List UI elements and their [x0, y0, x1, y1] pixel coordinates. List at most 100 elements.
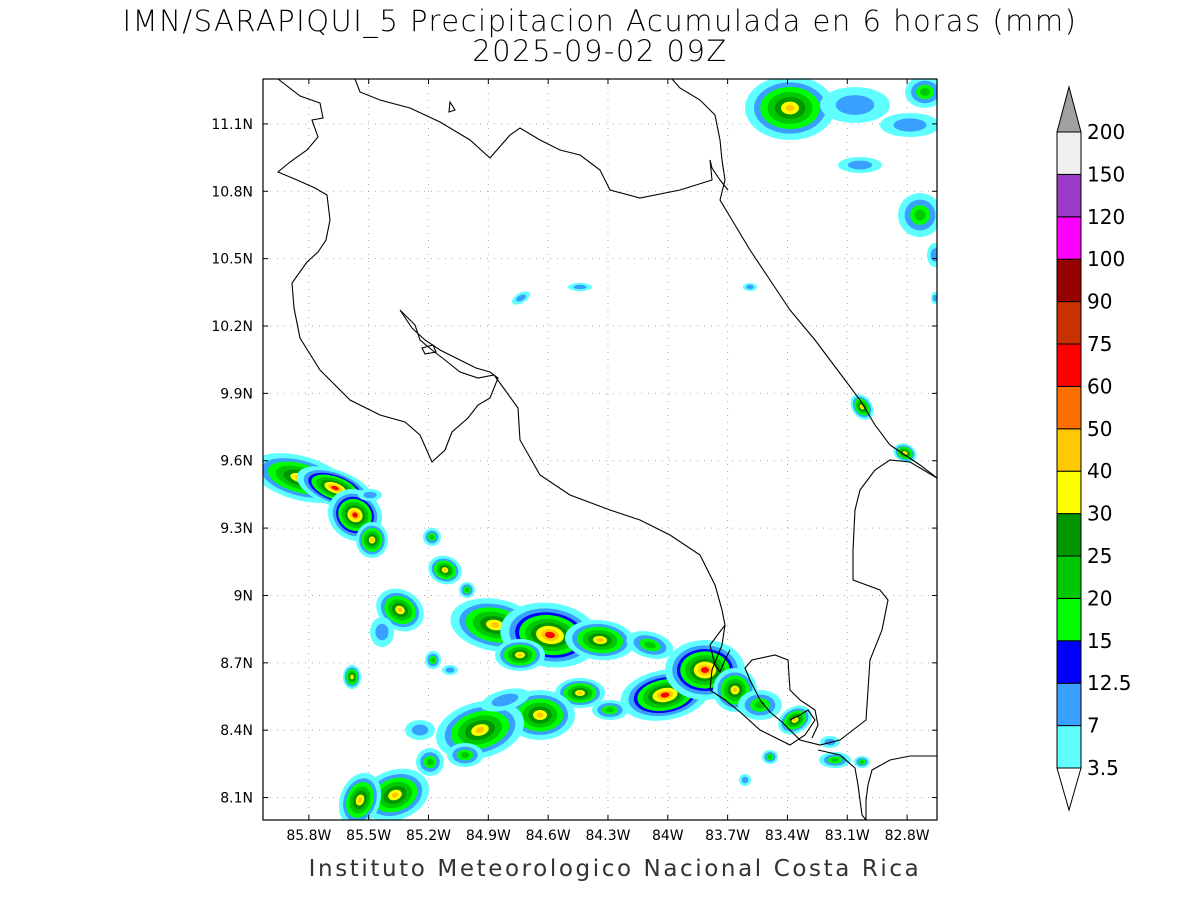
precip-cell: [835, 95, 875, 115]
colorbar-swatch: [1056, 301, 1082, 345]
colorbar-legend: 3.5 7 12.5 15 20 25 30 40 50 60 75 90 100 120 150 200: [1056, 85, 1132, 812]
colorbar-label: 50: [1087, 417, 1112, 441]
colorbar-label: 12.5: [1087, 671, 1132, 695]
colorbar-label: 30: [1087, 502, 1112, 526]
lat-tick-label: 9N: [234, 588, 253, 604]
lat-tick-label: 8.1N: [220, 791, 253, 807]
precip-cell: [375, 623, 389, 641]
precip-cell: [460, 752, 470, 758]
colorbar-swatch: [1056, 131, 1082, 175]
colorbar-swatch: [1056, 428, 1082, 472]
nicaragua-lake-coast: [276, 79, 731, 674]
colorbar-label: 60: [1087, 374, 1112, 398]
lon-tick-label: 84W: [652, 828, 684, 844]
lat-tick-label: 9.9N: [220, 386, 253, 402]
precip-cell: [475, 727, 485, 733]
colorbar-swatch: [1056, 513, 1082, 557]
precipitation-field: [263, 79, 937, 820]
precip-cell: [785, 104, 795, 112]
precip-cell: [644, 641, 656, 649]
precip-cell: [363, 491, 377, 499]
lon-tick-label: 84.3W: [585, 828, 630, 844]
precip-cell: [847, 160, 873, 170]
colorbar-over-triangle: [1056, 85, 1082, 133]
precip-cell: [352, 512, 358, 518]
precip-cell: [893, 118, 927, 132]
panama-border: [744, 459, 937, 746]
lon-tick-label: 83.4W: [765, 828, 810, 844]
lat-tick-label: 11.1N: [211, 117, 253, 133]
precip-cell: [545, 631, 555, 639]
precip-cell: [930, 248, 937, 262]
precip-cell: [370, 538, 374, 542]
colorbar-swatch: [1056, 385, 1082, 430]
plot-frame: [262, 78, 938, 821]
precip-cell: [411, 724, 429, 736]
colorbar-swatch: [1056, 343, 1082, 387]
precip-cell: [932, 294, 937, 302]
lat-tick-label: 10.8N: [211, 184, 253, 200]
precip-cell: [429, 534, 435, 540]
precip-cell: [860, 760, 864, 764]
lat-tick-label: 9.6N: [220, 454, 253, 470]
precip-cell: [860, 405, 864, 409]
colorbar-swatch: [1056, 640, 1082, 684]
lon-tick-label: 85.8W: [286, 828, 331, 844]
lon-tick-label: 83.7W: [705, 828, 750, 844]
colorbar-label: 100: [1087, 247, 1125, 271]
lon-tick-label: 83.1W: [825, 828, 870, 844]
precip-cell: [573, 284, 587, 290]
small-island: [448, 100, 456, 113]
precip-cell: [357, 797, 363, 803]
coastline-borders: [276, 79, 937, 820]
precip-cell: [732, 687, 738, 693]
map-title: IMN/SARAPIQUI_5 Precipitacion Acumulada …: [122, 4, 1078, 38]
precip-cell: [596, 637, 604, 643]
colorbar-swatch: [1056, 597, 1082, 642]
colorbar-under-triangle: [1056, 767, 1082, 812]
colorbar-label: 20: [1087, 586, 1112, 610]
lat-tick-label: 10.5N: [211, 252, 253, 268]
lat-tick-label: 8.7N: [220, 656, 253, 672]
colorbar-label: 40: [1087, 459, 1112, 483]
precip-cell: [490, 622, 500, 628]
colorbar-label: 25: [1087, 544, 1112, 568]
precip-cell: [351, 675, 353, 679]
lon-tick-label: 84.6W: [526, 828, 571, 844]
precip-cell: [768, 755, 772, 759]
precip-cell: [331, 485, 339, 491]
precip-cell: [491, 693, 519, 707]
precip-cell: [914, 209, 926, 221]
precip-cell: [426, 758, 434, 766]
colorbar-swatch: [1056, 173, 1082, 218]
precip-cell: [741, 776, 749, 784]
colorbar-label: 150: [1087, 162, 1125, 186]
map-subtitle-date: 2025-09-02 09Z: [472, 34, 728, 68]
axis-ticks: 85.8W 85.5W 85.2W 84.9W 84.6W 84.3W 84W 83.7W 83…: [211, 79, 937, 844]
lat-tick-label: 10.2N: [211, 319, 253, 335]
precip-cell: [577, 691, 583, 695]
colorbar-swatch: [1056, 555, 1082, 599]
precip-cell: [701, 667, 709, 673]
colorbar-label: 7: [1087, 714, 1100, 738]
colorbar-label: 15: [1087, 629, 1112, 653]
lon-tick-label: 85.5W: [346, 828, 391, 844]
lat-tick-label: 9.3N: [220, 521, 253, 537]
pacific-south-coast: [709, 624, 816, 746]
colorbar-label: 120: [1087, 205, 1125, 229]
lon-tick-label: 82.8W: [885, 828, 930, 844]
precip-cell: [831, 758, 839, 762]
lon-tick-label: 85.2W: [406, 828, 451, 844]
precip-cell: [431, 657, 435, 663]
precip-cell: [445, 667, 455, 673]
lon-tick-label: 84.9W: [466, 828, 511, 844]
precip-cell: [517, 653, 523, 657]
precip-cell: [903, 452, 907, 454]
precip-cell: [536, 712, 544, 718]
colorbar-label: 75: [1087, 332, 1112, 356]
precip-cell: [605, 707, 615, 713]
colorbar-label: 3.5: [1087, 756, 1119, 780]
precip-cell: [391, 792, 399, 798]
nicaragua-north-coast: [354, 79, 729, 199]
